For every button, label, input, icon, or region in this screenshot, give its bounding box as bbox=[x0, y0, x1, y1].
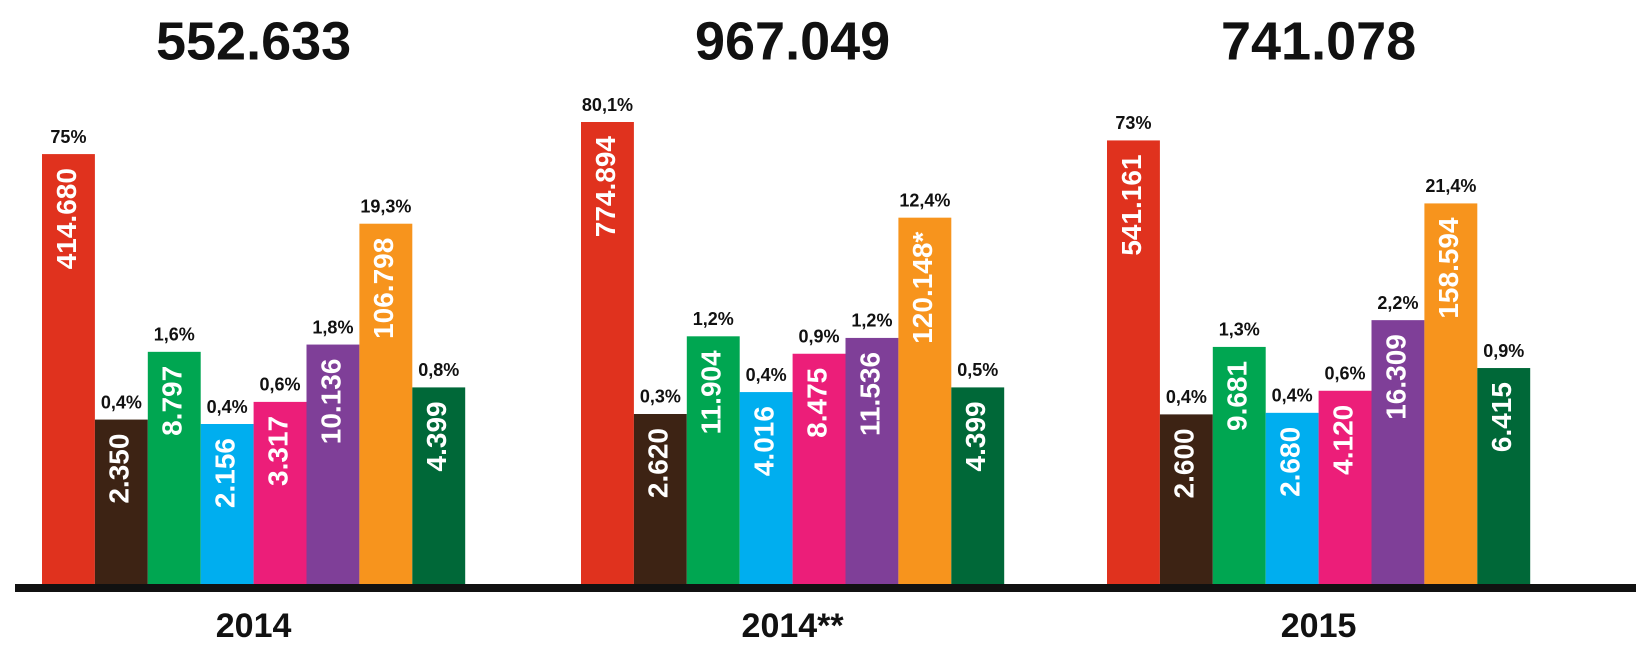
value-label: 8.475 bbox=[801, 368, 832, 438]
bar bbox=[94, 419, 148, 584]
value-label: 4.120 bbox=[1327, 405, 1358, 475]
share-label: 1,3% bbox=[1219, 320, 1260, 340]
value-label: 4.399 bbox=[421, 401, 452, 471]
share-label: 75% bbox=[50, 127, 86, 147]
share-label: 1,2% bbox=[693, 309, 734, 329]
bar bbox=[1107, 140, 1160, 584]
share-label: 0,4% bbox=[101, 392, 142, 412]
share-label: 1,8% bbox=[312, 317, 353, 337]
value-label: 10.136 bbox=[315, 359, 346, 445]
share-label: 80,1% bbox=[582, 95, 633, 115]
bar bbox=[147, 351, 201, 584]
category-label: 2015 bbox=[1281, 607, 1357, 645]
value-label: 9.681 bbox=[1222, 361, 1253, 431]
bar bbox=[253, 401, 307, 584]
category-label: 2014** bbox=[742, 607, 845, 645]
bar bbox=[1371, 320, 1425, 584]
value-label: 120.148* bbox=[907, 232, 938, 344]
bar bbox=[845, 337, 899, 584]
share-label: 1,2% bbox=[851, 311, 892, 331]
bar bbox=[1212, 346, 1266, 584]
share-label: 0,4% bbox=[207, 397, 248, 417]
bar bbox=[581, 122, 634, 584]
share-label: 0,5% bbox=[957, 360, 998, 380]
bar bbox=[951, 387, 1005, 584]
bar bbox=[633, 413, 687, 584]
bar bbox=[686, 336, 740, 584]
bar bbox=[739, 392, 793, 584]
value-label: 2.156 bbox=[210, 438, 241, 508]
baseline bbox=[15, 584, 1636, 592]
share-label: 0,4% bbox=[1166, 387, 1207, 407]
group-total: 967.049 bbox=[695, 11, 890, 71]
value-label: 11.904 bbox=[696, 350, 727, 435]
bar bbox=[200, 424, 254, 584]
bar bbox=[306, 344, 360, 584]
share-label: 0,3% bbox=[640, 387, 681, 407]
share-label: 12,4% bbox=[899, 190, 950, 210]
share-label: 0,6% bbox=[1325, 364, 1366, 384]
share-label: 0,9% bbox=[1483, 341, 1524, 361]
share-label: 73% bbox=[1115, 113, 1151, 133]
bar bbox=[412, 387, 466, 584]
bar bbox=[792, 353, 846, 584]
bar bbox=[1265, 412, 1319, 584]
bar bbox=[42, 154, 95, 584]
share-label: 0,8% bbox=[418, 360, 459, 380]
value-label: 11.536 bbox=[854, 352, 885, 436]
value-label: 8.797 bbox=[157, 366, 188, 436]
share-label: 0,4% bbox=[746, 365, 787, 385]
value-label: 16.309 bbox=[1380, 334, 1411, 420]
value-label: 4.399 bbox=[960, 401, 991, 471]
value-label: 541.161 bbox=[1116, 154, 1147, 255]
value-label: 3.317 bbox=[262, 416, 293, 486]
share-label: 0,6% bbox=[260, 375, 301, 395]
bar bbox=[1159, 414, 1213, 584]
share-label: 19,3% bbox=[360, 196, 411, 216]
value-label: 414.680 bbox=[51, 168, 82, 269]
share-label: 1,6% bbox=[154, 325, 195, 345]
value-label: 2.350 bbox=[104, 434, 135, 504]
value-label: 2.620 bbox=[643, 428, 674, 498]
value-label: 2.680 bbox=[1275, 427, 1306, 497]
bar bbox=[1424, 203, 1478, 585]
value-label: 774.894 bbox=[590, 136, 621, 238]
share-label: 0,4% bbox=[1272, 386, 1313, 406]
bar bbox=[1318, 390, 1372, 584]
share-label: 21,4% bbox=[1425, 176, 1476, 196]
group-total: 552.633 bbox=[156, 11, 351, 71]
bar bbox=[359, 223, 413, 584]
share-label: 2,2% bbox=[1377, 293, 1418, 313]
share-label: 0,9% bbox=[799, 326, 840, 346]
value-label: 4.016 bbox=[749, 406, 780, 476]
value-label: 2.600 bbox=[1169, 428, 1200, 498]
bar bbox=[898, 217, 952, 585]
value-label: 158.594 bbox=[1433, 217, 1464, 319]
category-label: 2014 bbox=[216, 607, 292, 645]
group-total: 741.078 bbox=[1221, 11, 1416, 71]
bar bbox=[1477, 368, 1531, 584]
value-label: 6.415 bbox=[1486, 382, 1517, 452]
value-label: 106.798 bbox=[368, 238, 399, 339]
